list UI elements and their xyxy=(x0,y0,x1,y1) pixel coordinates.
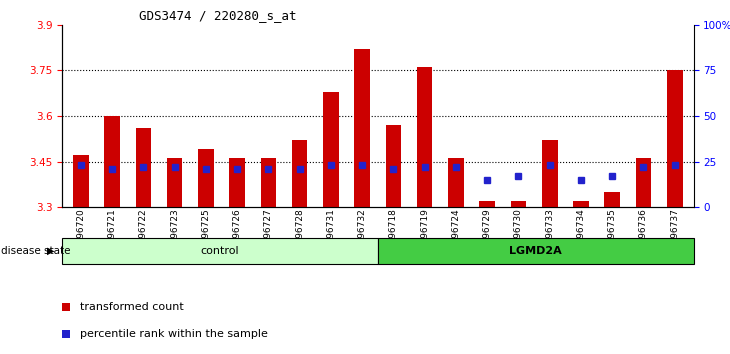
Bar xyxy=(378,238,694,264)
Bar xyxy=(354,49,370,207)
Text: transformed count: transformed count xyxy=(80,302,184,312)
Bar xyxy=(385,125,402,207)
Bar xyxy=(510,201,526,207)
Bar xyxy=(542,140,558,207)
Bar xyxy=(448,159,464,207)
Text: control: control xyxy=(201,246,239,256)
Bar xyxy=(166,159,182,207)
Text: ▶: ▶ xyxy=(47,246,55,256)
Bar xyxy=(229,159,245,207)
Text: GDS3474 / 220280_s_at: GDS3474 / 220280_s_at xyxy=(139,9,296,22)
Text: disease state: disease state xyxy=(1,246,71,256)
Bar xyxy=(104,116,120,207)
Bar xyxy=(198,149,214,207)
Bar xyxy=(667,70,683,207)
Bar xyxy=(573,201,589,207)
Bar xyxy=(292,140,307,207)
Bar xyxy=(636,159,651,207)
Text: percentile rank within the sample: percentile rank within the sample xyxy=(80,329,268,339)
Bar xyxy=(73,155,88,207)
Bar xyxy=(261,159,276,207)
Bar xyxy=(62,238,378,264)
Bar xyxy=(480,201,495,207)
Bar xyxy=(417,67,432,207)
Text: LGMD2A: LGMD2A xyxy=(510,246,562,256)
Bar xyxy=(136,128,151,207)
Bar xyxy=(323,92,339,207)
Bar xyxy=(604,192,620,207)
